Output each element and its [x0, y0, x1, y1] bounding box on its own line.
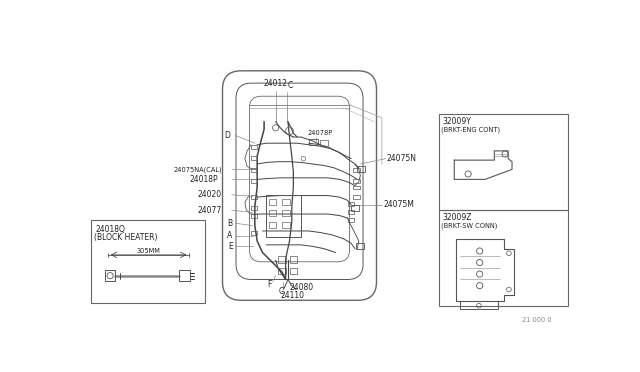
Bar	[348, 210, 354, 214]
Text: 21 000 0: 21 000 0	[522, 317, 551, 323]
Bar	[357, 166, 365, 172]
Bar	[439, 210, 568, 307]
Bar	[251, 231, 257, 235]
Bar	[278, 268, 285, 274]
Text: (BRKT-ENG CONT): (BRKT-ENG CONT)	[441, 126, 500, 132]
Text: 24018P: 24018P	[189, 175, 218, 184]
Text: 24077: 24077	[197, 206, 221, 215]
Text: B: B	[227, 219, 232, 228]
Bar	[251, 168, 257, 172]
Bar	[251, 214, 257, 218]
Text: 24110: 24110	[280, 291, 304, 300]
Text: (BRKT-SW CONN): (BRKT-SW CONN)	[441, 222, 497, 229]
Bar	[289, 256, 297, 263]
Bar	[439, 114, 568, 210]
Bar	[251, 206, 257, 210]
Bar	[269, 199, 276, 205]
Bar	[348, 202, 354, 206]
Bar	[320, 140, 328, 145]
Bar	[282, 222, 289, 228]
Text: 24075NA(CAL): 24075NA(CAL)	[174, 166, 223, 173]
Bar	[251, 195, 257, 199]
Text: (BLOCK HEATER): (BLOCK HEATER)	[94, 232, 157, 242]
Text: 24078P: 24078P	[307, 130, 332, 136]
Text: C: C	[278, 286, 284, 295]
Bar	[179, 270, 190, 281]
Text: 24075N: 24075N	[387, 154, 417, 163]
Bar	[269, 210, 276, 217]
Bar	[91, 220, 205, 303]
Bar	[278, 256, 285, 263]
Bar	[251, 179, 257, 183]
Text: E: E	[228, 242, 232, 251]
Text: 24080: 24080	[289, 283, 314, 292]
Bar	[356, 243, 364, 250]
Bar	[251, 145, 257, 148]
Text: 32009Y: 32009Y	[442, 117, 471, 126]
Bar	[353, 195, 360, 199]
Text: C: C	[288, 81, 293, 90]
Bar	[269, 222, 276, 228]
Bar	[308, 139, 318, 145]
Bar	[351, 205, 359, 211]
Bar	[282, 210, 289, 217]
Text: A: A	[227, 231, 232, 240]
Text: 24018Q: 24018Q	[95, 225, 125, 234]
Bar	[251, 156, 257, 160]
Bar	[348, 218, 354, 222]
Bar	[353, 186, 360, 189]
Bar	[282, 199, 289, 205]
Bar	[353, 179, 360, 183]
Text: 24012: 24012	[264, 78, 287, 88]
Text: 24020: 24020	[197, 190, 221, 199]
Text: 24075M: 24075M	[383, 200, 414, 209]
Text: 32009Z: 32009Z	[442, 214, 472, 222]
Text: D: D	[225, 131, 230, 140]
Bar	[105, 270, 115, 281]
Text: 305MM: 305MM	[137, 248, 161, 254]
Text: F: F	[268, 280, 271, 289]
Bar	[266, 195, 301, 237]
Bar	[353, 168, 360, 172]
Bar	[289, 268, 297, 274]
